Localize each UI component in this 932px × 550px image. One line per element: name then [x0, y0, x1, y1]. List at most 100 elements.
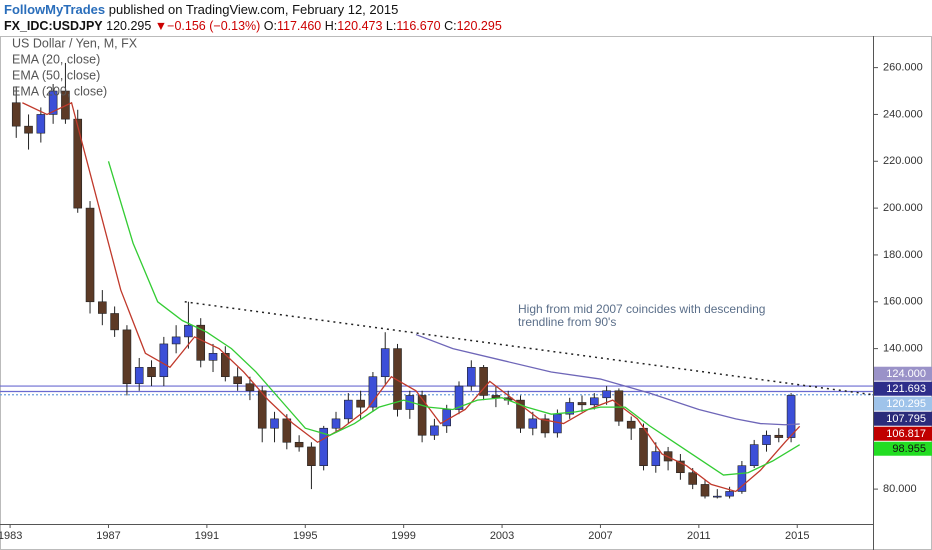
price-label-bg — [874, 441, 932, 456]
annotation: High from mid 2007 coincides with descen… — [518, 302, 766, 329]
candle-body — [331, 418, 341, 429]
candle-body — [626, 420, 636, 429]
legend-entry: EMA (200, close) — [12, 84, 107, 98]
candle-body — [159, 343, 169, 378]
candle-body — [516, 399, 525, 429]
change: −0.156 (−0.13%) — [167, 19, 261, 33]
candle-body — [221, 352, 230, 378]
candle-body — [73, 118, 83, 209]
candle-body — [614, 390, 624, 422]
candle-body — [196, 324, 206, 361]
candle-body — [122, 329, 132, 385]
candle-body — [491, 395, 501, 399]
author[interactable]: FollowMyTrades — [4, 2, 106, 17]
x-tick-label: 2007 — [588, 530, 612, 542]
legend-entry: EMA (50, close) — [12, 68, 100, 82]
legend-entry: EMA (20, close) — [12, 52, 100, 66]
field-value: 116.670 — [396, 19, 441, 33]
y-tick-label: 180.000 — [883, 249, 923, 261]
candle-body — [688, 472, 697, 485]
candle-body — [590, 397, 599, 406]
candle-body — [712, 495, 722, 498]
candle-body — [393, 348, 402, 410]
candle-body — [245, 383, 255, 392]
plot-area — [0, 62, 874, 499]
candle-body — [270, 418, 279, 429]
candle-body — [282, 418, 292, 443]
candle-body — [307, 446, 316, 466]
price-label: 121.693 — [886, 383, 926, 395]
y-tick-label: 160.000 — [883, 296, 923, 308]
x-tick-label: 1983 — [0, 530, 22, 542]
candle-body — [110, 313, 119, 331]
ema-line — [415, 333, 800, 426]
candle-body — [479, 367, 488, 396]
field-value: 120.295 — [456, 19, 502, 33]
candle-body — [11, 102, 21, 127]
candle-body — [467, 367, 476, 387]
x-tick-label: 1991 — [195, 530, 219, 542]
quote-line: FX_IDC:USDJPY 120.295 ▼−0.156 (−0.13%) O… — [4, 19, 502, 33]
candle-body — [528, 418, 538, 429]
price-label-bg — [874, 381, 932, 396]
candle-body — [417, 395, 427, 436]
candle-body — [762, 434, 771, 445]
candle-body — [368, 376, 378, 408]
x-tick-label: 1995 — [293, 530, 317, 542]
y-tick-label: 80.000 — [883, 483, 917, 495]
price-label: 107.795 — [886, 413, 926, 425]
price-label: 124.000 — [886, 368, 926, 380]
y-tick-label: 140.000 — [883, 343, 923, 355]
candle-body — [774, 434, 784, 438]
ema-line — [22, 101, 801, 493]
field-value: 117.460 — [276, 19, 322, 33]
published: published on TradingView.com, February 1… — [108, 2, 399, 17]
candle-body — [639, 427, 648, 466]
price-label-bg — [874, 411, 932, 426]
candle-body — [700, 484, 710, 497]
candle-body — [676, 460, 685, 474]
chart-title: US Dollar / Yen, M, FX — [12, 36, 138, 50]
candle-body — [737, 465, 747, 492]
candle-body — [430, 425, 439, 436]
candle-body — [454, 385, 464, 410]
candle-body — [725, 491, 734, 497]
candle-body — [208, 352, 218, 361]
candle-body — [147, 367, 156, 378]
candle-body — [134, 367, 144, 385]
candle-body — [24, 125, 33, 134]
candle-body — [749, 444, 759, 466]
candle-body — [184, 324, 193, 338]
price-label: 120.295 — [886, 398, 926, 410]
candle-body — [36, 114, 46, 134]
candle-body — [344, 399, 353, 420]
y-tick-label: 240.000 — [883, 108, 923, 120]
candle-body — [565, 402, 574, 415]
price-label-bg — [874, 426, 932, 441]
candle-body — [98, 301, 107, 314]
x-tick-label: 2015 — [785, 530, 809, 542]
candle-body — [786, 395, 796, 438]
field-label: C: — [444, 19, 457, 33]
field-label: O: — [263, 19, 277, 33]
trendline — [184, 301, 874, 396]
candle-body — [602, 390, 611, 399]
frame — [0, 36, 932, 550]
candle-body — [85, 207, 95, 303]
change-arrow: ▼ — [154, 19, 168, 33]
y-tick-label: 260.000 — [883, 62, 923, 74]
ema-line — [107, 161, 801, 476]
candle-body — [577, 402, 587, 406]
y-tick-label: 200.000 — [883, 202, 923, 214]
field-value: 120.473 — [337, 19, 383, 33]
candle-body — [651, 451, 661, 466]
x-tick-label: 1999 — [391, 530, 415, 542]
price-label: 106.817 — [886, 428, 926, 440]
x-tick-label: 1987 — [96, 530, 120, 542]
field-label: H: — [324, 19, 338, 33]
last-price: 120.295 — [106, 19, 152, 33]
candle-body — [540, 418, 550, 434]
candle-body — [233, 376, 242, 385]
candle-body — [48, 90, 58, 115]
